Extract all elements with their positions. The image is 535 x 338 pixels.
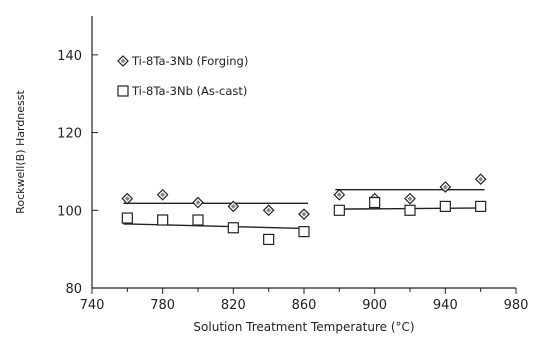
y-tick-label-120: 120 — [57, 127, 82, 142]
x-tick-label-780: 780 — [150, 298, 175, 313]
y-ticks: 80 100 120 140 — [57, 49, 98, 297]
x-ticks: 740 780 820 860 900 940 980 — [80, 288, 529, 313]
point-as-cast-860 — [298, 226, 310, 238]
y-axis-title: Rockwell(B) Hardnesst — [14, 89, 27, 213]
point-as-cast-920 — [404, 204, 416, 216]
x-tick-label-940: 940 — [433, 298, 458, 313]
legend-marker-forging — [117, 55, 129, 67]
point-forging-920 — [404, 192, 416, 205]
point-as-cast-840 — [263, 233, 275, 246]
point-as-cast-940 — [439, 200, 451, 212]
y-tick-label-100: 100 — [57, 204, 82, 219]
legend-label-as-cast: Ti-8Ta-3Nb (As-cast) — [131, 84, 247, 98]
point-as-cast-760 — [121, 212, 133, 224]
point-as-cast-800 — [192, 214, 204, 226]
point-forging-960 — [474, 173, 487, 186]
point-forging-880 — [333, 188, 346, 201]
point-as-cast-880 — [333, 204, 345, 216]
y-tick-label-80: 80 — [65, 282, 82, 297]
point-forging-940 — [439, 181, 452, 193]
legend-marker-as-cast — [117, 85, 129, 97]
point-forging-840 — [262, 204, 275, 217]
legend-label-forging: Ti-8Ta-3Nb (Forging) — [131, 54, 248, 68]
x-tick-label-900: 900 — [362, 298, 387, 313]
fit-lines — [123, 188, 485, 230]
point-forging-780 — [156, 188, 169, 201]
x-axis-title: Solution Treatment Temperature (°C) — [193, 320, 414, 334]
x-tick-label-860: 860 — [292, 298, 317, 313]
x-tick-label-820: 820 — [221, 298, 246, 313]
point-as-cast-820 — [227, 222, 239, 234]
legend: Ti-8Ta-3Nb (Forging) Ti-8Ta-3Nb (As-cast… — [117, 54, 248, 98]
point-as-cast-780 — [157, 214, 169, 226]
y-tick-label-140: 140 — [57, 49, 82, 64]
x-tick-label-740: 740 — [80, 298, 105, 313]
x-tick-label-980: 980 — [504, 298, 529, 313]
fit-line-as-cast-1 — [123, 223, 309, 230]
point-forging-760 — [121, 192, 134, 205]
legend-item-forging: Ti-8Ta-3Nb (Forging) — [117, 54, 248, 68]
point-forging-860 — [298, 208, 310, 221]
point-as-cast-960 — [475, 200, 487, 212]
point-forging-820 — [227, 200, 240, 213]
point-forging-800 — [192, 196, 204, 209]
data-points — [121, 173, 487, 246]
point-as-cast-900 — [369, 196, 381, 209]
legend-item-as-cast: Ti-8Ta-3Nb (As-cast) — [117, 84, 247, 98]
